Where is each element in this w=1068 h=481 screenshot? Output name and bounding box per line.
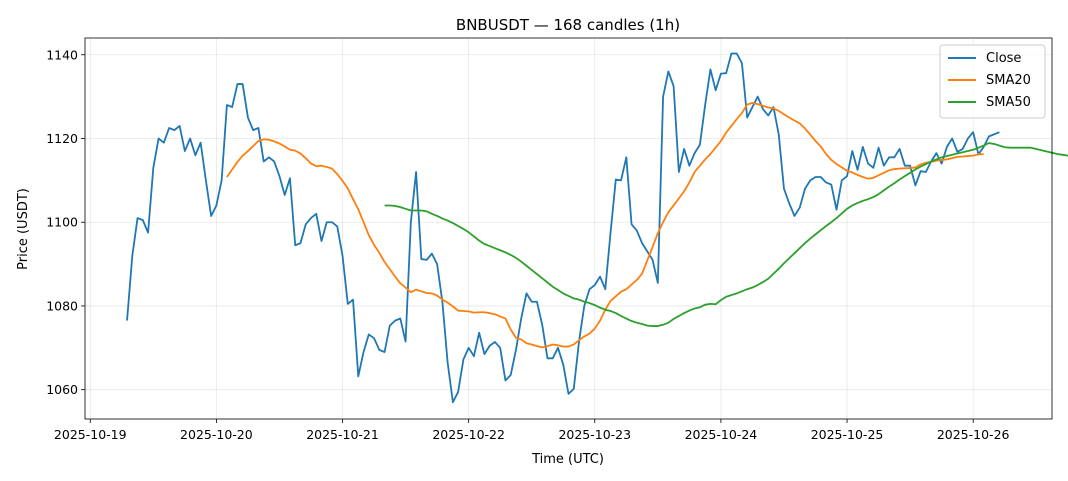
y-tick-label: 1140 xyxy=(46,47,78,62)
y-tick-label: 1060 xyxy=(46,382,78,397)
grid xyxy=(85,38,1052,419)
x-tick-label: 2025-10-19 xyxy=(54,427,127,442)
plot-frame xyxy=(84,37,1053,420)
y-axis: 1060 1080 1100 1120 1140 xyxy=(46,47,85,397)
x-tick-label: 2025-10-24 xyxy=(685,427,758,442)
series-sma50-line xyxy=(384,142,1068,327)
plot-area xyxy=(126,52,1068,404)
legend-label-close: Close xyxy=(986,51,1021,66)
y-tick-label: 1120 xyxy=(46,131,78,146)
x-tick-label: 2025-10-26 xyxy=(937,427,1010,442)
x-tick-label: 2025-10-20 xyxy=(180,427,253,442)
legend-box xyxy=(939,44,1046,119)
series-close-line xyxy=(126,52,1000,404)
y-tick-label: 1100 xyxy=(46,215,78,230)
x-axis: 2025-10-19 2025-10-20 2025-10-21 2025-10-22… xyxy=(54,419,1010,442)
legend-label-sma50: SMA50 xyxy=(986,95,1031,110)
y-axis-label: Price (USDT) xyxy=(16,188,31,270)
y-tick-label: 1080 xyxy=(46,298,78,313)
x-tick-label: 2025-10-21 xyxy=(306,427,379,442)
legend-label-sma20: SMA20 xyxy=(986,73,1031,88)
x-tick-label: 2025-10-25 xyxy=(811,427,884,442)
x-axis-label: Time (UTC) xyxy=(531,452,604,467)
chart-title: BNBUSDT — 168 candles (1h) xyxy=(456,16,680,34)
x-tick-label: 2025-10-22 xyxy=(432,427,505,442)
x-tick-label: 2025-10-23 xyxy=(558,427,631,442)
legend: Close SMA20 SMA50 xyxy=(939,44,1046,119)
